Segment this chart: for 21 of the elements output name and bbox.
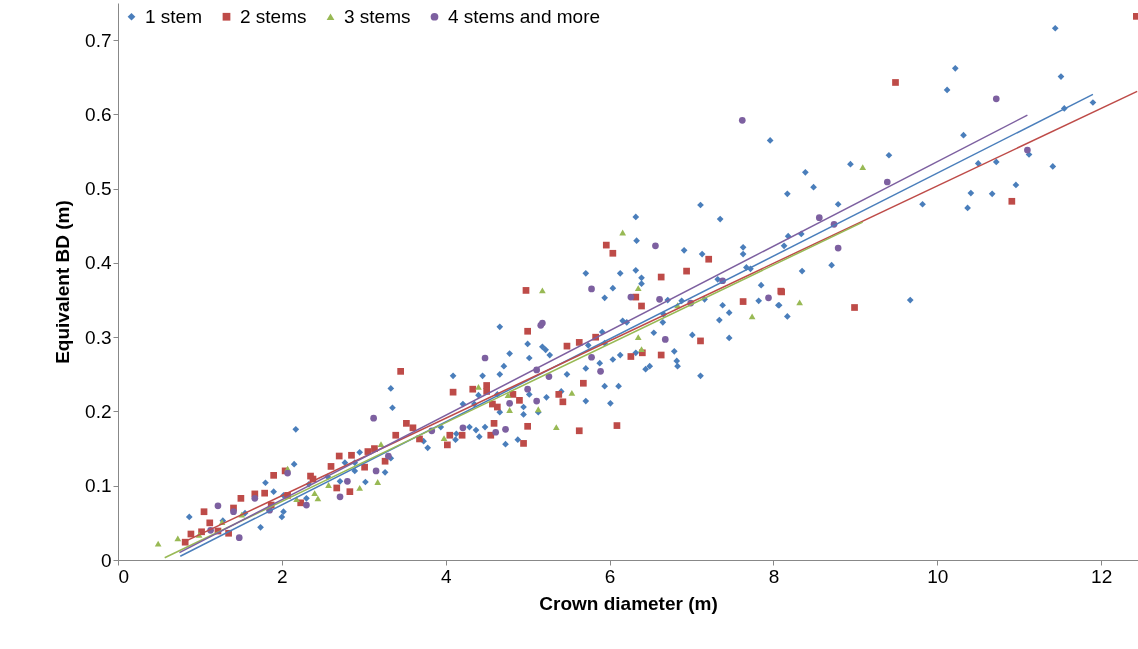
x-tick-label: 8: [768, 565, 780, 587]
x-tick-label: 0: [118, 565, 130, 587]
y-axis-title: Equivalent BD (m): [52, 200, 74, 364]
y-tick-label: 0.1: [85, 475, 112, 497]
legend-label: 2 stems: [240, 5, 307, 27]
legend-label: 3 stems: [344, 5, 411, 27]
y-tick-label: 0.4: [85, 252, 112, 274]
x-tick-label: 2: [277, 565, 288, 587]
x-tick-label: 10: [927, 565, 949, 587]
legend-label: 1 stem: [145, 5, 203, 27]
y-tick-label: 0.2: [85, 400, 112, 422]
legend-label: 4 stems and more: [448, 5, 601, 27]
x-tick-label: 4: [440, 565, 452, 587]
x-axis-title: Crown diameter (m): [539, 592, 718, 614]
y-tick-label: 0.5: [85, 178, 112, 200]
x-tick-label: 12: [1091, 565, 1113, 587]
y-tick-label: 0.7: [85, 29, 112, 51]
y-tick-label: 0: [100, 549, 112, 571]
y-tick-label: 0.3: [85, 326, 112, 348]
x-tick-label: 6: [604, 565, 616, 587]
y-tick-label: 0.6: [85, 103, 112, 125]
